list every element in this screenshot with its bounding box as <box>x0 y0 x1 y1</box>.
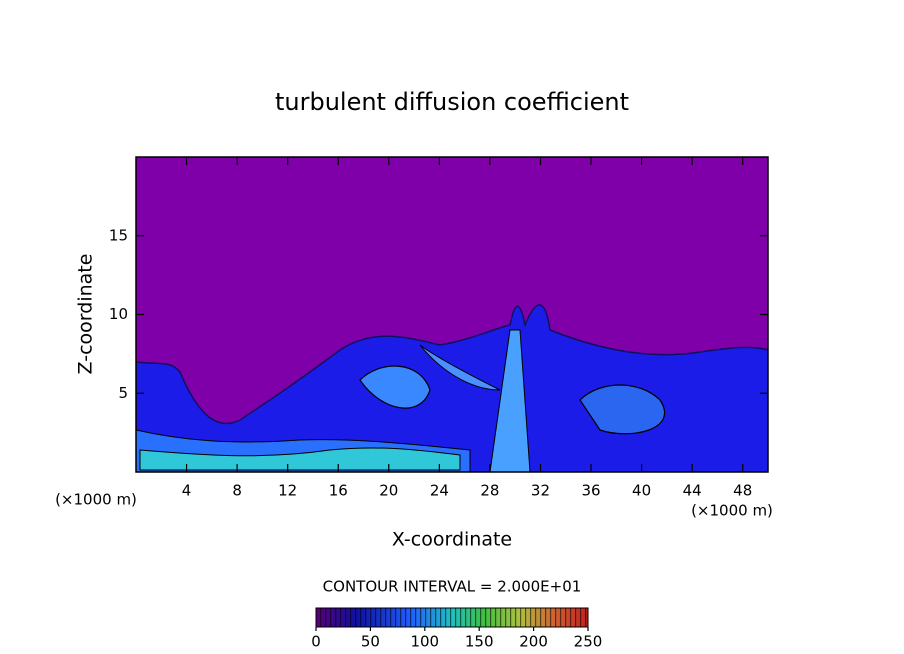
x-tick-label: 36 <box>581 482 600 500</box>
x-tick-label: 8 <box>232 482 242 500</box>
y-tick-label: 15 <box>109 226 128 244</box>
x-tick-label: 28 <box>480 482 499 500</box>
x-tick-label: 32 <box>531 482 550 500</box>
colorbar-tick-label: 0 <box>311 633 321 651</box>
x-tick-label: 16 <box>329 482 348 500</box>
y-tick-label: 5 <box>118 384 128 402</box>
y-axis-label: Z-coordinate <box>75 254 97 375</box>
colorbar-tick-label: 250 <box>574 633 603 651</box>
colorbar-tick-label: 100 <box>410 633 439 651</box>
x-unit: (×1000 m) <box>691 502 773 520</box>
colorbar-tick-label: 200 <box>519 633 548 651</box>
x-tick-label: 12 <box>278 482 297 500</box>
x-tick-label: 48 <box>733 482 752 500</box>
colorbar-tick-label: 50 <box>361 633 380 651</box>
x-tick-label: 4 <box>182 482 192 500</box>
field <box>136 157 768 472</box>
x-tick-label: 24 <box>430 482 449 500</box>
y-unit: (×1000 m) <box>55 491 137 509</box>
colorbar-tick-label: 150 <box>465 633 494 651</box>
chart-title: turbulent diffusion coefficient <box>275 88 629 116</box>
x-axis-label: X-coordinate <box>392 529 512 551</box>
x-tick-label: 40 <box>632 482 651 500</box>
contour-interval: CONTOUR INTERVAL = 2.000E+01 <box>323 578 582 596</box>
y-tick-label: 10 <box>109 305 128 323</box>
x-tick-label: 44 <box>683 482 702 500</box>
colorbar-lines <box>315 607 589 628</box>
x-tick-label: 20 <box>379 482 398 500</box>
